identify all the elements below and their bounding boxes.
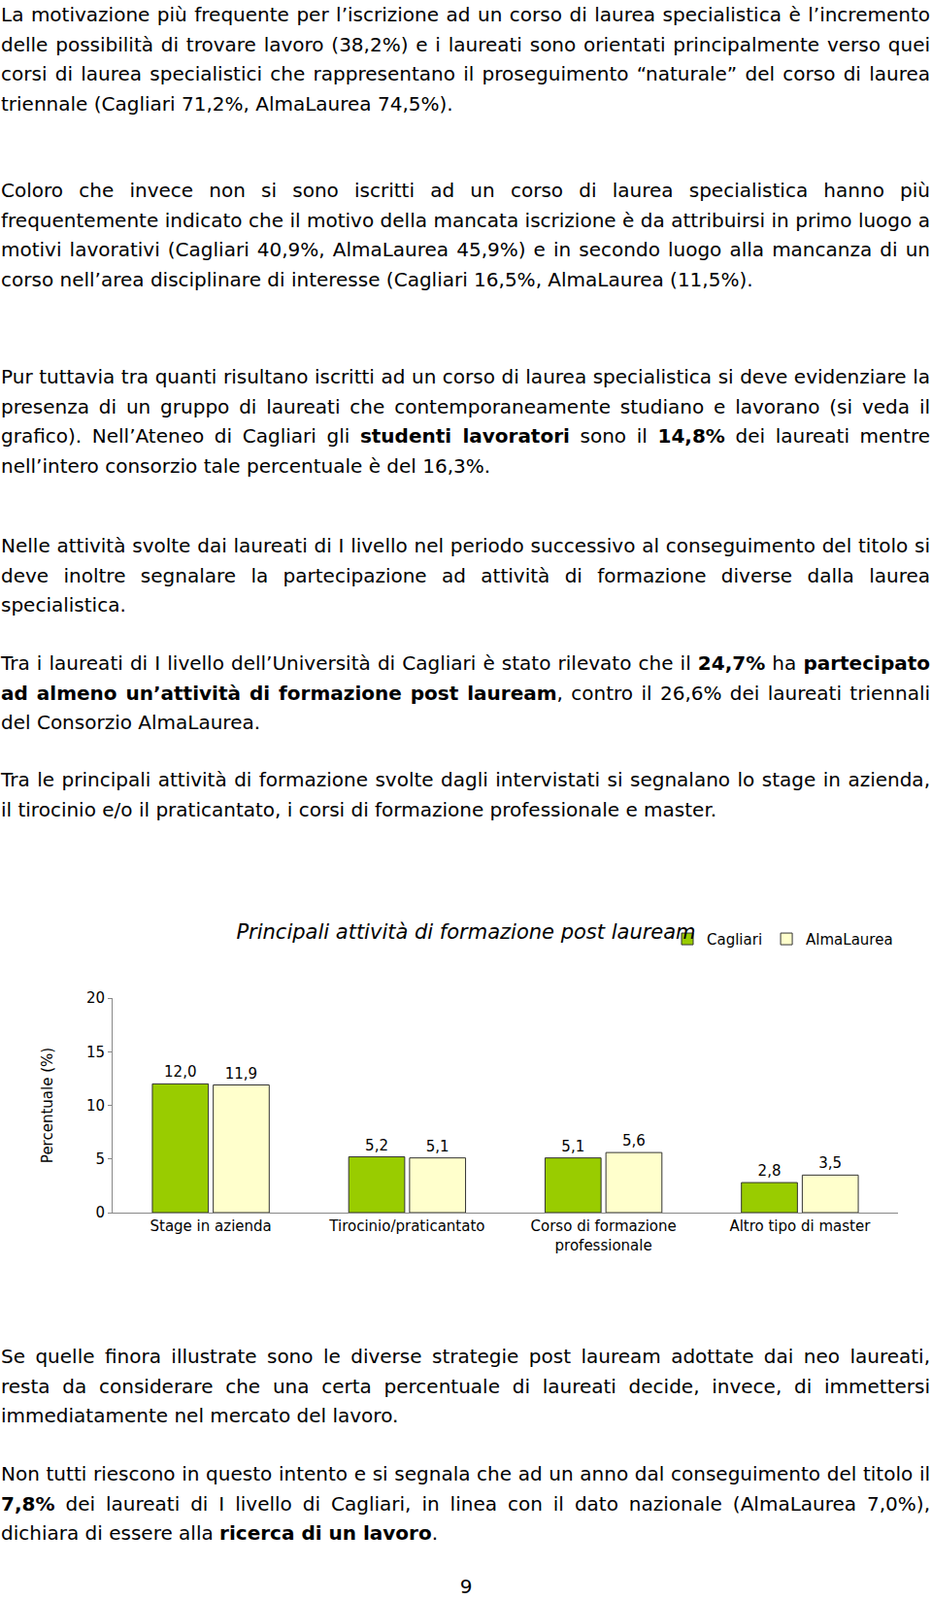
svg-text:20: 20 bbox=[86, 989, 105, 1007]
svg-text:Percentuale (%): Percentuale (%) bbox=[38, 1047, 57, 1164]
html-text:Tra le principali attività di: Tra le principali attività di formazione… bbox=[0, 767, 931, 821]
svg-text:0: 0 bbox=[95, 1203, 105, 1222]
html-text:7,8% dei laureati di I livello: 7,8% dei laureati di I livello di Caglia… bbox=[0, 1491, 931, 1545]
html-text:Non tutti riescono in questo i: Non tutti riescono in questo intento e s… bbox=[0, 1462, 931, 1486]
svg-text:AlmaLaurea: AlmaLaurea bbox=[805, 931, 894, 949]
svg-text:Tirocinio/praticantato: Tirocinio/praticantato bbox=[328, 1217, 485, 1235]
svg-text:5,6: 5,6 bbox=[622, 1131, 646, 1150]
svg-text:5,1: 5,1 bbox=[561, 1137, 585, 1156]
html-text:Tra i laureati di I livello de: Tra i laureati di I livello dell’Univers… bbox=[0, 651, 931, 734]
html-text:Nelle attività svolte dai laur: Nelle attività svolte dai laureati di I … bbox=[0, 533, 931, 617]
svg-text:Altro tipo di master: Altro tipo di master bbox=[729, 1217, 871, 1235]
svg-text:Corso di formazioneprofessiona: Corso di formazioneprofessionale bbox=[531, 1217, 677, 1255]
svg-text:12,0: 12,0 bbox=[164, 1063, 197, 1081]
svg-text:5,1: 5,1 bbox=[426, 1137, 450, 1156]
html-text:9: 9 bbox=[459, 1574, 473, 1598]
svg-text:15: 15 bbox=[86, 1043, 105, 1062]
svg-text:Stage in azienda: Stage in azienda bbox=[150, 1217, 272, 1235]
html-text:Coloro che invece non si sono: Coloro che invece non si sono iscritti a… bbox=[0, 178, 931, 291]
html-text:Pur tuttavia tra quanti risult: Pur tuttavia tra quanti risultano iscrit… bbox=[0, 365, 931, 478]
html-text:Se quelle finora illustrate so: Se quelle finora illustrate sono le dive… bbox=[0, 1344, 931, 1428]
svg-text:Principali attività di formazi: Principali attività di formazione post l… bbox=[235, 920, 696, 944]
svg-text:2,8: 2,8 bbox=[758, 1162, 782, 1180]
svg-text:5,2: 5,2 bbox=[365, 1136, 389, 1155]
svg-text:5: 5 bbox=[95, 1150, 105, 1168]
svg-text:3,5: 3,5 bbox=[818, 1154, 842, 1172]
svg-text:Cagliari: Cagliari bbox=[706, 931, 763, 949]
svg-text:10: 10 bbox=[86, 1097, 105, 1115]
html-text:La motivazione più frequente p: La motivazione più frequente per l’iscri… bbox=[0, 2, 931, 116]
svg-text:11,9: 11,9 bbox=[225, 1065, 258, 1083]
